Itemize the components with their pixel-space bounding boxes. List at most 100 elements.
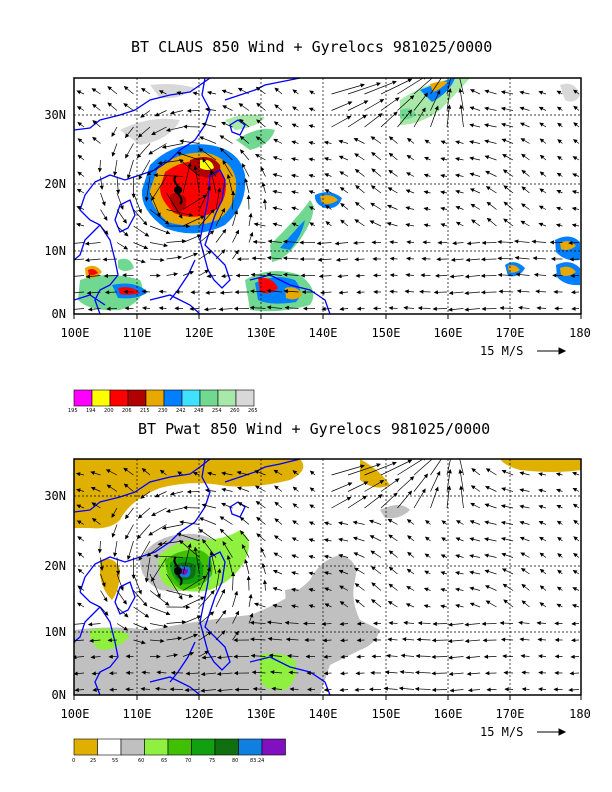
map2-coastlines <box>74 459 331 695</box>
wind-vector-head <box>169 110 175 115</box>
wind-vector-head <box>399 669 405 675</box>
wind-vector-head <box>101 582 106 588</box>
wind-vector-head <box>320 290 325 295</box>
wind-vector <box>133 573 142 595</box>
wind-vector-head <box>209 550 214 556</box>
wind-vector-head <box>568 687 573 692</box>
wind-vector-head <box>405 603 411 608</box>
wind-vector-head <box>404 289 409 294</box>
wind-vector-head <box>556 106 562 111</box>
wind-vector-head <box>372 256 377 261</box>
wind-vector <box>74 623 85 625</box>
wind-vector-head <box>407 78 413 83</box>
wind-vector-head <box>221 502 226 507</box>
wind-vector <box>413 473 428 492</box>
wind-vector <box>199 186 211 210</box>
wind-vector-head <box>455 554 460 559</box>
wind-vector-head <box>449 688 455 693</box>
wind-vector-head <box>193 546 198 552</box>
wind-vector-head <box>501 568 507 573</box>
wind-vector-head <box>555 223 561 228</box>
wind-vector-head <box>262 198 268 204</box>
wind-vector-head <box>409 95 415 100</box>
wind-vector-head <box>222 609 227 615</box>
wind-vector-head <box>324 173 329 178</box>
wind-vector-head <box>480 273 486 278</box>
wind-vector-head <box>569 257 574 262</box>
wind-vector-head <box>207 90 212 95</box>
wind-vector-head <box>325 221 331 226</box>
wind-vector-head <box>308 173 314 178</box>
wind-vector-head <box>158 289 164 294</box>
map1-lon-label: 150E <box>371 326 401 340</box>
wind-vector-head <box>339 186 345 192</box>
wind-vector-head <box>222 541 227 546</box>
wind-vector-head <box>226 173 231 179</box>
wind-vector-head <box>123 86 129 91</box>
wind-vector-head <box>184 687 189 693</box>
wind-vector-head <box>383 686 389 691</box>
map2-colorbar-label: 70 <box>185 758 192 764</box>
wind-vector-head <box>238 103 244 108</box>
wind-vector-head <box>256 533 261 538</box>
wind-vector <box>397 490 412 509</box>
wind-vector-head <box>216 671 222 677</box>
wind-vector-head <box>123 467 128 472</box>
wind-vector-head <box>308 157 313 162</box>
wind-vector-head <box>431 654 436 659</box>
wind-vector <box>194 547 200 575</box>
wind-vector-head <box>424 570 429 575</box>
wind-vector-head <box>455 587 460 592</box>
wind-vector-head <box>266 305 272 310</box>
wind-vector-head <box>421 488 426 494</box>
wind-vector <box>397 109 412 128</box>
wind-vector-head <box>340 638 345 643</box>
wind-vector-head <box>370 550 376 555</box>
wind-vector-head <box>500 504 506 509</box>
wind-vector <box>397 476 414 492</box>
wind-vector-head <box>209 169 214 175</box>
wind-vector-head <box>518 305 523 310</box>
wind-vector-head <box>455 520 461 525</box>
wind-vector <box>154 174 184 177</box>
wind-vector-head <box>340 219 345 224</box>
wind-vector-head <box>156 212 161 218</box>
wind-vector-head <box>221 471 226 476</box>
wind-vector-head <box>556 172 562 177</box>
wind-vector-head <box>209 230 215 235</box>
wind-vector-head <box>388 306 393 311</box>
wind-vector-head <box>324 587 329 592</box>
wind-vector-head <box>221 588 225 594</box>
wind-vector-head <box>423 206 429 211</box>
wind-vector-head <box>308 571 313 576</box>
wind-vector-head <box>573 105 578 111</box>
map2-colorbar-label: 55 <box>112 758 119 764</box>
wind-vector-head <box>407 535 412 540</box>
wind-vector-head <box>467 688 473 693</box>
wind-vector-head <box>440 571 446 576</box>
map2 <box>74 459 581 695</box>
colorbar-swatch <box>73 738 98 756</box>
wind-vector-head <box>539 138 545 143</box>
wind-vector-head <box>498 289 503 294</box>
wind-vector-head <box>455 571 460 576</box>
wind-vector-head <box>97 168 103 173</box>
wind-vector-head <box>77 552 83 557</box>
wind-vector-head <box>437 240 442 245</box>
wind-vector-head <box>201 122 207 127</box>
wind-vector-head <box>274 104 279 109</box>
wind-vector-head <box>554 670 559 676</box>
wind-vector-head <box>201 655 206 660</box>
wind-vector-head <box>354 257 359 262</box>
wind-vector-head <box>353 138 359 142</box>
wind-vector-head <box>233 638 238 643</box>
wind-vector-head <box>484 553 489 558</box>
wind-vector-head <box>371 240 376 245</box>
wind-vector-head <box>282 272 288 277</box>
wind-vector <box>430 106 439 128</box>
wind-vector-head <box>520 653 525 659</box>
wind-vector <box>446 459 451 476</box>
wind-vector-head <box>571 306 576 311</box>
wind-vector-head <box>440 554 446 559</box>
wind-vector-head <box>174 289 180 294</box>
